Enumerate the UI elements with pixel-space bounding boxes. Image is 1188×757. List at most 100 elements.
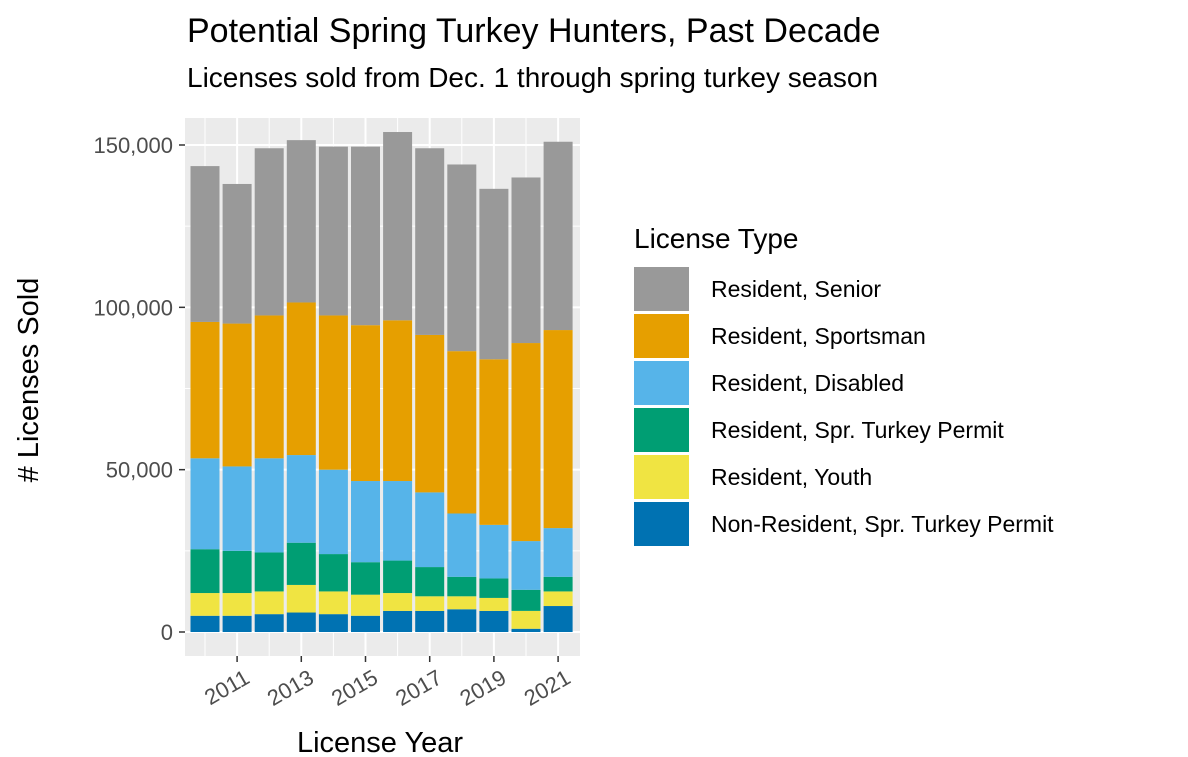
bar-segment <box>254 614 284 632</box>
y-axis-title: # Licenses Sold <box>13 278 45 483</box>
bar-segment <box>479 359 509 525</box>
bar-segment <box>511 628 541 632</box>
bar-segment <box>286 612 316 632</box>
chart-title: Potential Spring Turkey Hunters, Past De… <box>187 12 881 50</box>
bar-segment <box>351 146 380 326</box>
bar-segment <box>447 164 477 352</box>
legend-key-swatch <box>634 502 689 546</box>
legend-key-swatch <box>634 361 689 405</box>
bar-segment <box>222 466 252 551</box>
x-tick-label: 2013 <box>263 665 318 711</box>
bar-segment <box>254 591 284 615</box>
bar-segment <box>222 183 252 324</box>
x-axis-title: License Year <box>297 727 463 757</box>
bar-segment <box>222 323 252 467</box>
bar-segment <box>286 140 316 303</box>
bar-segment <box>447 351 477 514</box>
bar-segment <box>447 609 477 632</box>
legend-key-swatch <box>634 408 689 452</box>
bar-segment <box>383 610 413 632</box>
x-tick-label: 2017 <box>391 665 446 711</box>
bar-segment <box>415 567 445 597</box>
legend-item-label: Resident, Disabled <box>711 370 904 396</box>
bar-segment <box>286 302 316 456</box>
bar-segment <box>447 576 477 597</box>
bar-segment <box>511 177 541 344</box>
bar-segment <box>351 481 380 563</box>
bar-segment <box>286 455 316 543</box>
bar-segment <box>222 615 252 632</box>
bar-segment <box>286 542 316 585</box>
bar-segment <box>383 132 413 321</box>
bar-segment <box>318 469 348 555</box>
x-tick-label: 2021 <box>520 665 575 711</box>
bar-segment <box>415 610 445 632</box>
bar-segment <box>190 593 220 616</box>
bar-segment <box>383 320 413 482</box>
bar-segment <box>318 591 348 615</box>
bar-segment <box>190 321 220 459</box>
bar-segment <box>543 528 573 577</box>
chart-subtitle: Licenses sold from Dec. 1 through spring… <box>187 62 878 93</box>
bar-segment <box>222 593 252 616</box>
bar-segment <box>543 576 573 592</box>
legend: License Type Resident, Senior Resident, S… <box>634 223 1054 546</box>
bar-segment <box>511 541 541 590</box>
bar-segment <box>351 594 380 616</box>
bars <box>190 132 573 632</box>
bar-segment <box>543 591 573 607</box>
bar-segment <box>479 597 509 611</box>
bar-segment <box>190 549 220 594</box>
bar-segment <box>447 596 477 610</box>
bar-segment <box>318 315 348 470</box>
y-tick-label: 100,000 <box>93 295 173 320</box>
bar-segment <box>254 315 284 459</box>
bar-segment <box>318 614 348 632</box>
y-tick-label: 0 <box>161 620 173 645</box>
bar-segment <box>190 166 220 322</box>
x-tick-label: 2019 <box>456 665 511 711</box>
bar-segment <box>351 562 380 595</box>
bar-segment <box>254 458 284 553</box>
y-axis: 0 50,000 100,000 150,000 <box>93 133 185 645</box>
legend-item-label: Resident, Sportsman <box>711 323 926 349</box>
bar-segment <box>543 330 573 529</box>
bar-segment <box>351 615 380 632</box>
bar-segment <box>479 524 509 579</box>
bar-segment <box>383 481 413 561</box>
bar-segment <box>383 560 413 594</box>
bar-segment <box>318 146 348 316</box>
bar-segment <box>479 610 509 632</box>
y-tick-label: 150,000 <box>93 133 173 158</box>
legend-key-swatch <box>634 267 689 311</box>
legend-item-label: Resident, Youth <box>711 464 872 490</box>
bar-segment <box>222 550 252 594</box>
y-tick-label: 50,000 <box>106 458 173 483</box>
bar-segment <box>383 593 413 611</box>
bar-segment <box>190 458 220 550</box>
bar-segment <box>479 188 509 360</box>
legend-key-swatch <box>634 455 689 499</box>
bar-segment <box>190 615 220 632</box>
bar-segment <box>543 606 573 632</box>
bar-segment <box>511 343 541 542</box>
legend-title: License Type <box>634 223 799 254</box>
legend-item-label: Resident, Spr. Turkey Permit <box>711 417 1004 443</box>
bar-segment <box>511 610 541 629</box>
bar-segment <box>511 589 541 611</box>
bar-segment <box>286 584 316 613</box>
bar-segment <box>415 596 445 611</box>
bar-segment <box>254 148 284 316</box>
bar-segment <box>415 148 445 335</box>
bar-segment <box>447 513 477 577</box>
legend-item-label: Resident, Senior <box>711 276 881 302</box>
legend-key-swatch <box>634 314 689 358</box>
bar-segment <box>254 552 284 592</box>
bar-segment <box>318 554 348 592</box>
x-axis: 2011 2013 2015 2017 2019 2021 <box>200 656 575 711</box>
bar-segment <box>415 492 445 568</box>
bar-segment <box>415 334 445 493</box>
legend-item-label: Non-Resident, Spr. Turkey Permit <box>711 511 1054 537</box>
